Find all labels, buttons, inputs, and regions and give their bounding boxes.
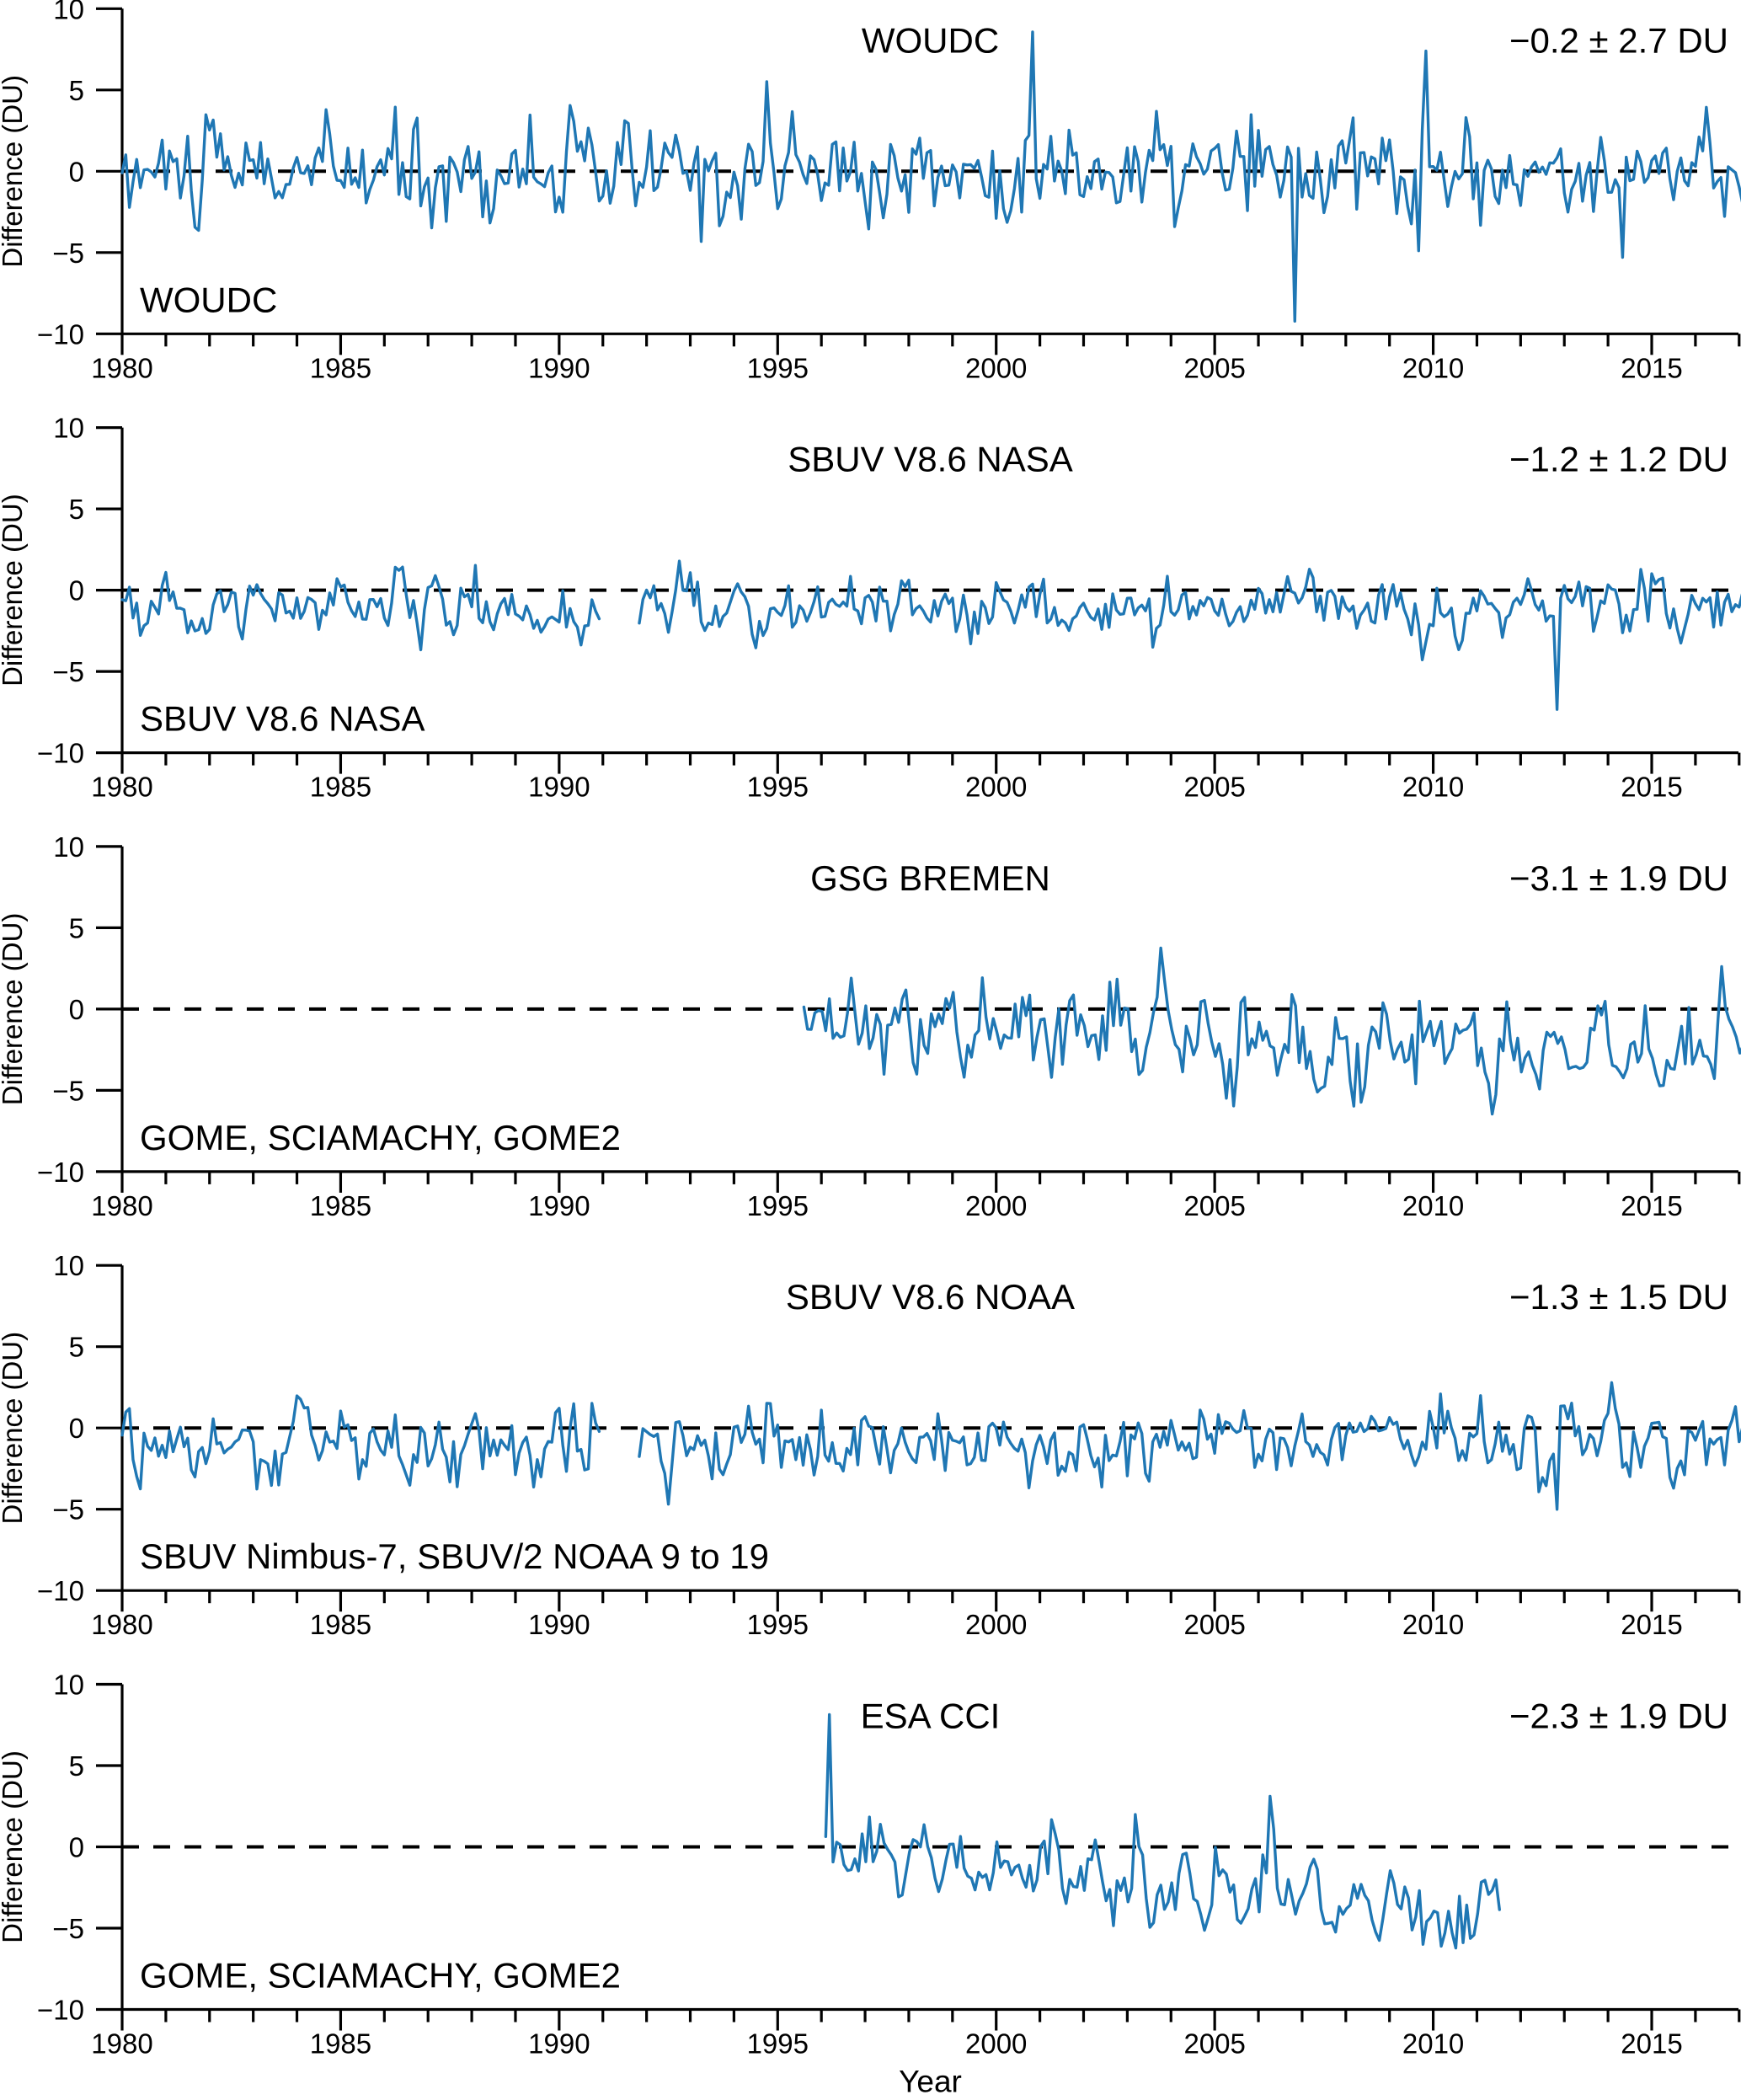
svg-text:−2.3 ± 1.9 DU: −2.3 ± 1.9 DU	[1509, 1697, 1728, 1736]
svg-text:1990: 1990	[528, 352, 590, 383]
svg-text:−3.1 ± 1.9 DU: −3.1 ± 1.9 DU	[1509, 858, 1728, 898]
svg-text:GOME, SCIAMACHY, GOME2: GOME, SCIAMACHY, GOME2	[140, 1118, 621, 1157]
svg-text:1995: 1995	[747, 1609, 809, 1640]
svg-text:0: 0	[69, 1832, 84, 1863]
svg-text:1980: 1980	[91, 1190, 152, 1221]
svg-text:SBUV V8.6 NOAA: SBUV V8.6 NOAA	[786, 1277, 1075, 1317]
svg-text:2015: 2015	[1621, 772, 1682, 803]
svg-text:1980: 1980	[91, 2028, 152, 2060]
svg-text:5: 5	[69, 75, 84, 106]
svg-text:2015: 2015	[1621, 2028, 1682, 2060]
svg-text:5: 5	[69, 494, 84, 525]
svg-text:2010: 2010	[1402, 1609, 1464, 1640]
svg-text:2005: 2005	[1183, 1609, 1245, 1640]
svg-text:−1.3 ± 1.5 DU: −1.3 ± 1.5 DU	[1509, 1277, 1728, 1317]
svg-text:2010: 2010	[1402, 1190, 1464, 1221]
svg-text:1980: 1980	[91, 772, 152, 803]
svg-text:0: 0	[69, 994, 84, 1025]
svg-text:SBUV V8.6 NASA: SBUV V8.6 NASA	[140, 699, 425, 739]
svg-text:2000: 2000	[965, 1190, 1027, 1221]
svg-text:1985: 1985	[310, 2028, 371, 2060]
svg-text:2015: 2015	[1621, 1190, 1682, 1221]
svg-text:−5: −5	[52, 656, 84, 687]
svg-text:−10: −10	[37, 1995, 84, 2026]
svg-text:1990: 1990	[528, 1609, 590, 1640]
svg-text:Difference (DU): Difference (DU)	[0, 494, 28, 687]
svg-text:10: 10	[53, 1250, 84, 1281]
svg-text:−0.2 ± 2.7 DU: −0.2 ± 2.7 DU	[1509, 20, 1728, 60]
svg-text:−10: −10	[37, 738, 84, 769]
svg-text:ESA CCI: ESA CCI	[861, 1697, 1001, 1736]
svg-text:1995: 1995	[747, 2028, 809, 2060]
svg-text:Difference (DU): Difference (DU)	[0, 1332, 28, 1525]
svg-text:−1.2 ± 1.2 DU: −1.2 ± 1.2 DU	[1509, 440, 1728, 479]
svg-text:10: 10	[53, 413, 84, 444]
svg-text:1980: 1980	[91, 1609, 152, 1640]
svg-text:Difference (DU): Difference (DU)	[0, 75, 28, 268]
svg-text:−5: −5	[52, 1494, 84, 1526]
svg-text:5: 5	[69, 1750, 84, 1782]
svg-text:WOUDC: WOUDC	[862, 20, 999, 60]
svg-text:10: 10	[53, 0, 84, 24]
svg-text:GOME, SCIAMACHY, GOME2: GOME, SCIAMACHY, GOME2	[140, 1956, 621, 1996]
svg-text:10: 10	[53, 831, 84, 863]
svg-text:2000: 2000	[965, 1609, 1027, 1640]
svg-text:−10: −10	[37, 1157, 84, 1188]
svg-text:−5: −5	[52, 1913, 84, 1944]
svg-text:0: 0	[69, 1413, 84, 1444]
svg-text:0: 0	[69, 156, 84, 187]
svg-text:2010: 2010	[1402, 772, 1464, 803]
svg-text:1985: 1985	[310, 352, 371, 383]
svg-text:−5: −5	[52, 1075, 84, 1106]
svg-text:SBUV V8.6 NASA: SBUV V8.6 NASA	[788, 440, 1072, 479]
svg-text:WOUDC: WOUDC	[140, 280, 277, 319]
svg-text:2005: 2005	[1183, 352, 1245, 383]
svg-text:1985: 1985	[310, 1609, 371, 1640]
svg-text:Year: Year	[899, 2065, 962, 2099]
svg-text:10: 10	[53, 1670, 84, 1701]
svg-text:1995: 1995	[747, 352, 809, 383]
svg-text:5: 5	[69, 1332, 84, 1363]
svg-text:1990: 1990	[528, 1190, 590, 1221]
svg-text:SBUV Nimbus-7, SBUV/2 NOAA 9 t: SBUV Nimbus-7, SBUV/2 NOAA 9 to 19	[140, 1536, 769, 1576]
svg-text:−10: −10	[37, 1575, 84, 1606]
svg-text:−10: −10	[37, 318, 84, 350]
svg-text:2005: 2005	[1183, 772, 1245, 803]
svg-text:Difference (DU): Difference (DU)	[0, 1750, 28, 1943]
svg-text:2015: 2015	[1621, 352, 1682, 383]
svg-text:1985: 1985	[310, 772, 371, 803]
svg-text:2000: 2000	[965, 352, 1027, 383]
svg-text:5: 5	[69, 912, 84, 943]
svg-text:2005: 2005	[1183, 1190, 1245, 1221]
svg-text:2005: 2005	[1183, 2028, 1245, 2060]
svg-text:2010: 2010	[1402, 2028, 1464, 2060]
svg-text:1980: 1980	[91, 352, 152, 383]
svg-text:1995: 1995	[747, 772, 809, 803]
svg-text:0: 0	[69, 575, 84, 606]
svg-text:2000: 2000	[965, 772, 1027, 803]
svg-text:1990: 1990	[528, 772, 590, 803]
svg-text:2015: 2015	[1621, 1609, 1682, 1640]
svg-text:2000: 2000	[965, 2028, 1027, 2060]
svg-text:1985: 1985	[310, 1190, 371, 1221]
svg-text:1995: 1995	[747, 1190, 809, 1221]
svg-text:1990: 1990	[528, 2028, 590, 2060]
svg-text:Difference (DU): Difference (DU)	[0, 913, 28, 1106]
svg-text:2010: 2010	[1402, 352, 1464, 383]
svg-text:GSG BREMEN: GSG BREMEN	[810, 858, 1050, 898]
svg-text:−5: −5	[52, 238, 84, 269]
